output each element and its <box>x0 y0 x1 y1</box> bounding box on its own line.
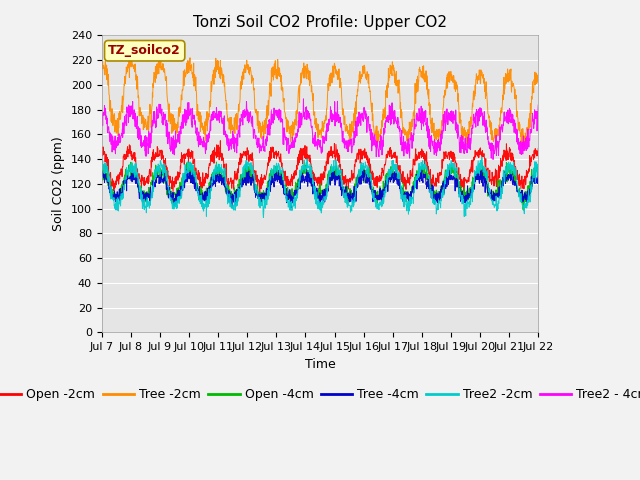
Text: TZ_soilco2: TZ_soilco2 <box>108 44 181 57</box>
X-axis label: Time: Time <box>305 358 335 371</box>
Legend: Open -2cm, Tree -2cm, Open -4cm, Tree -4cm, Tree2 -2cm, Tree2 - 4cm: Open -2cm, Tree -2cm, Open -4cm, Tree -4… <box>0 383 640 406</box>
Y-axis label: Soil CO2 (ppm): Soil CO2 (ppm) <box>52 136 65 231</box>
Title: Tonzi Soil CO2 Profile: Upper CO2: Tonzi Soil CO2 Profile: Upper CO2 <box>193 15 447 30</box>
